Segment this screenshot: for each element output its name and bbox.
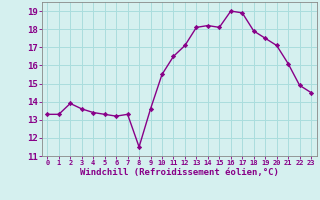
X-axis label: Windchill (Refroidissement éolien,°C): Windchill (Refroidissement éolien,°C) [80,168,279,177]
